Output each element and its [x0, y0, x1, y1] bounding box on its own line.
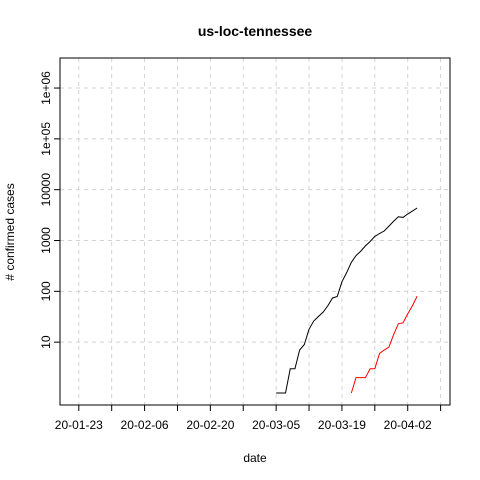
y-tick-label: 1e+06 — [39, 71, 53, 105]
y-tick-label: 10000 — [39, 173, 53, 207]
plot-frame — [59, 57, 451, 406]
y-tick-label: 100 — [39, 281, 53, 301]
y-tick-label: 10 — [39, 335, 53, 349]
x-tick-label: 20-03-05 — [252, 418, 300, 432]
y-tick-label: 1000 — [39, 227, 53, 254]
x-axis-label: date — [243, 451, 267, 465]
x-tick-label: 20-01-23 — [55, 418, 103, 432]
series-line — [276, 207, 418, 394]
y-tick-label: 1e+05 — [39, 122, 53, 156]
series-line — [350, 296, 418, 394]
y-axis-label: # confirmed cases — [3, 183, 17, 280]
x-tick-label: 20-03-19 — [318, 418, 366, 432]
x-tick-label: 20-02-06 — [121, 418, 169, 432]
x-tick-label: 20-02-20 — [186, 418, 234, 432]
x-tick-label: 20-04-02 — [384, 418, 432, 432]
chart-title: us-loc-tennessee — [198, 23, 313, 39]
